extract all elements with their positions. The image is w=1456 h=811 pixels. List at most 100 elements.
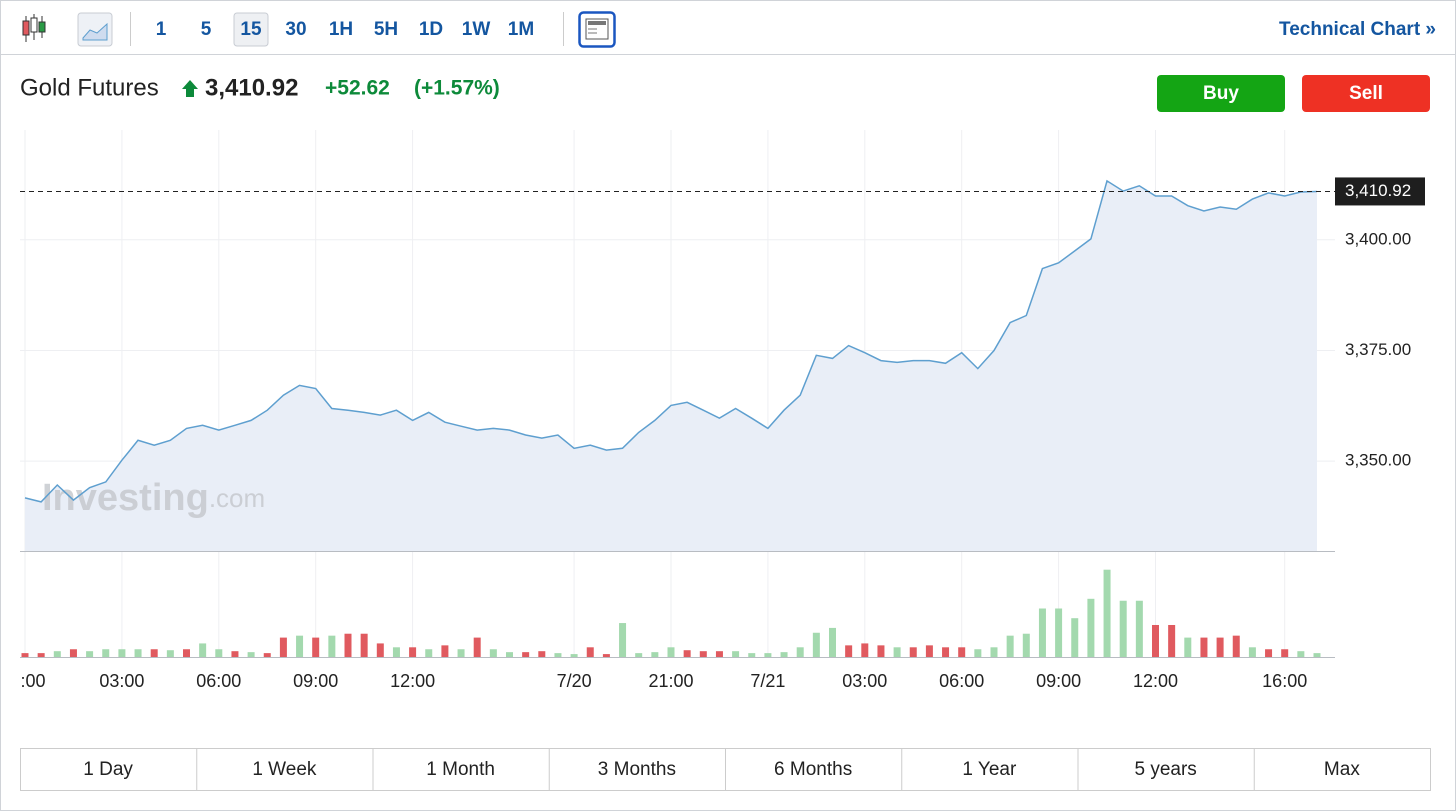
volume-bar [554,653,562,657]
volume-bar [392,647,400,657]
volume-bar [1119,600,1127,657]
volume-bar [732,651,740,657]
change-percent: (+1.57%) [414,77,500,100]
volume-bar [457,649,465,657]
interval-button[interactable]: 1W [462,19,491,40]
volume-bar [861,643,869,657]
volume-bar [1281,649,1289,657]
sell-button[interactable]: Sell [1302,75,1430,112]
price-area [25,180,1317,551]
volume-bar [1313,653,1321,657]
volume-bar [974,649,982,657]
interval-button[interactable]: 15 [240,19,262,40]
volume-bar [360,633,368,657]
volume-bar [21,653,29,657]
candle-icon[interactable] [22,14,46,42]
volume-bar [1071,618,1079,657]
interval-button[interactable]: 1 [156,19,167,40]
volume-bar [829,627,836,657]
volume-bar [699,651,707,657]
volume-bar [619,623,627,657]
y-tick-label: 3,400.00 [1345,229,1411,248]
volume-bar [1135,600,1143,657]
volume-bar [263,653,271,657]
volume-bar [570,654,578,657]
volume-bar [473,637,481,657]
range-button[interactable]: Max [1324,759,1360,780]
volume-bar [635,653,643,657]
volume-bar [990,647,998,657]
volume-bar [199,643,207,657]
active-interval [233,12,269,47]
volume-bar [667,647,675,657]
volume-bar [1297,651,1305,657]
volume-bar [166,650,174,657]
y-tick-label: 3,350.00 [1345,451,1411,470]
up-arrow [182,80,198,97]
volume-bar [1184,637,1192,657]
volume-bar [877,645,885,657]
instrument-name: Gold Futures [20,74,159,101]
volume-bar [215,649,223,657]
volume-bar [538,651,546,657]
x-tick-label: 09:00 [293,671,338,691]
volume-bar [1200,637,1208,657]
layout-icon[interactable] [578,11,616,48]
x-tick-label: 12:00 [1133,671,1178,691]
interval-button[interactable]: 1D [419,19,443,40]
x-tick-label: 03:00 [842,671,887,691]
volume-bar [134,649,142,657]
volume-bar [780,652,788,657]
range-button[interactable]: 1 Week [252,759,317,780]
x-tick-label: 09:00 [1036,671,1081,691]
volume-bar [37,653,45,657]
volume-bar [53,651,61,657]
buy-label[interactable]: Buy [1203,83,1239,104]
watermark-brand: Investing [42,477,209,519]
volume-bar [796,647,804,657]
volume-bar [1055,608,1063,657]
x-tick-label: 12:00 [390,671,435,691]
volume-bar [1038,608,1046,657]
volume-bar [1103,569,1111,657]
y-tick-label: 3,375.00 [1345,340,1411,359]
volume-bar [925,645,933,657]
volume-bar [602,654,610,657]
range-button[interactable]: 3 Months [598,759,676,780]
volume-bar [279,637,287,657]
volume-bar [909,647,917,657]
volume-bar [118,649,126,657]
volume-bar [764,653,772,657]
interval-button[interactable]: 1H [329,19,353,40]
buy-button[interactable]: Buy [1157,75,1285,112]
volume-bar [683,650,691,657]
last-price-box [1335,177,1425,206]
volume-bar [86,651,94,657]
range-button[interactable]: 5 years [1134,759,1196,780]
x-tick-label: 7/21 [750,671,785,691]
price-line [24,179,1318,503]
volume-bar [942,647,950,657]
x-tick-label: 03:00 [99,671,144,691]
volume-bar [1022,633,1030,657]
area-icon[interactable] [77,12,113,47]
range-button[interactable]: 1 Day [83,759,133,780]
interval-button[interactable]: 5 [201,19,212,40]
x-tick-label: 21:00 [648,671,693,691]
interval-button[interactable]: 30 [285,19,306,40]
interval-button[interactable]: 5H [374,19,398,40]
sell-label[interactable]: Sell [1349,83,1383,104]
volume-bar [1248,647,1256,657]
volume-bar [1265,649,1273,657]
interval-button[interactable]: 1M [508,19,534,40]
volume-bar [296,635,304,657]
volume-bar [522,652,530,657]
range-button[interactable]: 1 Year [962,759,1017,780]
price: 3,410.92 [205,74,298,101]
range-button[interactable]: 1 Month [426,759,495,780]
watermark-domain: .com [209,483,265,513]
technical-chart-link[interactable]: Technical Chart » [1279,19,1436,40]
range-button[interactable]: 6 Months [774,759,852,780]
volume-bar [1168,624,1176,657]
